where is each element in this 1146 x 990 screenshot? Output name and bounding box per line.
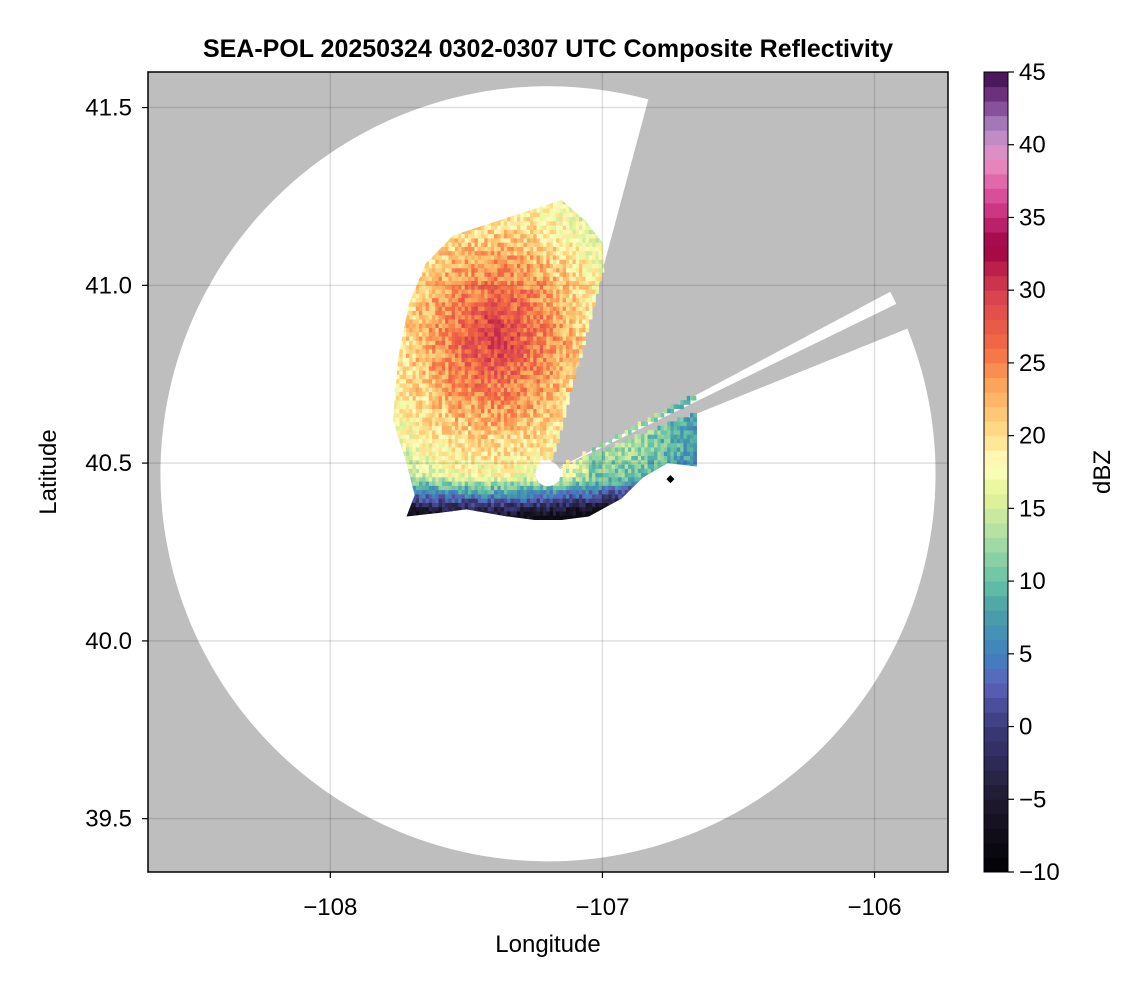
y-tick-label: 41.0 bbox=[85, 272, 132, 299]
colorbar-segment bbox=[984, 813, 1008, 829]
colorbar-segment bbox=[984, 639, 1008, 655]
colorbar-segment bbox=[984, 755, 1008, 771]
colorbar-segment bbox=[984, 101, 1008, 117]
colorbar-segment bbox=[984, 159, 1008, 175]
colorbar-tick-label: 40 bbox=[1019, 132, 1046, 159]
colorbar-tick-label: −5 bbox=[1019, 786, 1046, 813]
plot-area bbox=[148, 72, 948, 872]
colorbar-segment bbox=[984, 188, 1008, 204]
colorbar-segment bbox=[984, 130, 1008, 146]
colorbar-segment bbox=[984, 421, 1008, 437]
colorbar-segment bbox=[984, 275, 1008, 291]
colorbar-segment bbox=[984, 508, 1008, 524]
colorbar-segment bbox=[984, 697, 1008, 713]
colorbar-segment bbox=[984, 581, 1008, 597]
colorbar-segment bbox=[984, 72, 1008, 88]
colorbar: −10 −5 0 5 10 15 20 25 30 35 40 45 bbox=[983, 59, 1060, 886]
y-tick-label: 40.5 bbox=[85, 450, 132, 477]
colorbar-segment bbox=[984, 362, 1008, 378]
colorbar-segment bbox=[984, 712, 1008, 728]
colorbar-segment bbox=[984, 304, 1008, 320]
x-axis-label: Longitude bbox=[495, 931, 600, 958]
colorbar-tick-label: 25 bbox=[1019, 350, 1046, 377]
colorbar-tick-label: 45 bbox=[1019, 59, 1046, 86]
colorbar-segment bbox=[984, 653, 1008, 669]
markers bbox=[666, 475, 675, 484]
colorbar-segment bbox=[984, 333, 1008, 349]
y-tick-label: 40.0 bbox=[85, 628, 132, 655]
colorbar-segment bbox=[984, 115, 1008, 131]
colorbar-segment bbox=[984, 173, 1008, 189]
grid-lines bbox=[148, 72, 948, 872]
colorbar-tick-label: 20 bbox=[1019, 423, 1046, 450]
colorbar-segment bbox=[984, 595, 1008, 611]
colorbar-tick-label: 10 bbox=[1019, 568, 1046, 595]
chart-title: SEA-POL 20250324 0302-0307 UTC Composite… bbox=[203, 35, 893, 63]
colorbar-segment bbox=[984, 770, 1008, 786]
y-axis-ticks: 39.5 40.0 40.5 41.0 41.5 bbox=[85, 95, 148, 833]
x-tick-label: −106 bbox=[847, 894, 901, 921]
colorbar-segment bbox=[984, 610, 1008, 626]
colorbar-tick-label: 0 bbox=[1019, 714, 1032, 741]
colorbar-segment bbox=[984, 464, 1008, 480]
colorbar-segment bbox=[984, 377, 1008, 393]
colorbar-segment bbox=[984, 726, 1008, 742]
colorbar-tick-label: 15 bbox=[1019, 495, 1046, 522]
x-axis-ticks: −108 −107 −106 bbox=[303, 872, 902, 921]
colorbar-segment bbox=[984, 537, 1008, 553]
colorbar-segment bbox=[984, 319, 1008, 335]
colorbar-segment bbox=[984, 741, 1008, 757]
colorbar-segment bbox=[984, 435, 1008, 451]
y-tick-label: 39.5 bbox=[85, 806, 132, 833]
colorbar-tick-label: 35 bbox=[1019, 204, 1046, 231]
y-axis-label: Latitude bbox=[35, 429, 62, 514]
colorbar-tick-label: 30 bbox=[1019, 277, 1046, 304]
colorbar-tick-label: −10 bbox=[1019, 859, 1060, 886]
colorbar-segment bbox=[984, 261, 1008, 277]
diamond-marker bbox=[666, 475, 675, 484]
colorbar-segment bbox=[984, 479, 1008, 495]
colorbar-segment bbox=[984, 624, 1008, 640]
colorbar-tick-label: 5 bbox=[1019, 641, 1032, 668]
colorbar-frame bbox=[983, 71, 1009, 873]
y-tick-label: 41.5 bbox=[85, 95, 132, 122]
colorbar-segment bbox=[984, 552, 1008, 568]
colorbar-label: dBZ bbox=[1089, 450, 1116, 494]
colorbar-segment bbox=[984, 348, 1008, 364]
colorbar-segment bbox=[984, 232, 1008, 248]
colorbar-segment bbox=[984, 784, 1008, 800]
colorbar-segment bbox=[984, 857, 1008, 873]
colorbar-segment bbox=[984, 799, 1008, 815]
colorbar-segment bbox=[984, 246, 1008, 262]
radar-inner-gap bbox=[535, 461, 561, 487]
colorbar-segment bbox=[984, 202, 1008, 218]
colorbar-segment bbox=[984, 406, 1008, 422]
colorbar-segment bbox=[984, 522, 1008, 538]
colorbar-segment bbox=[984, 144, 1008, 160]
colorbar-segment bbox=[984, 217, 1008, 233]
colorbar-segment bbox=[984, 682, 1008, 698]
x-tick-label: −107 bbox=[575, 894, 629, 921]
plot-frame bbox=[147, 71, 949, 873]
colorbar-segment bbox=[984, 566, 1008, 582]
colorbar-segment bbox=[984, 668, 1008, 684]
colorbar-segment bbox=[984, 86, 1008, 102]
x-tick-label: −108 bbox=[303, 894, 357, 921]
colorbar-segment bbox=[984, 290, 1008, 306]
colorbar-segment bbox=[984, 842, 1008, 858]
colorbar-segment bbox=[984, 493, 1008, 509]
colorbar-segment bbox=[984, 450, 1008, 466]
colorbar-segment bbox=[984, 828, 1008, 844]
colorbar-segment bbox=[984, 392, 1008, 408]
